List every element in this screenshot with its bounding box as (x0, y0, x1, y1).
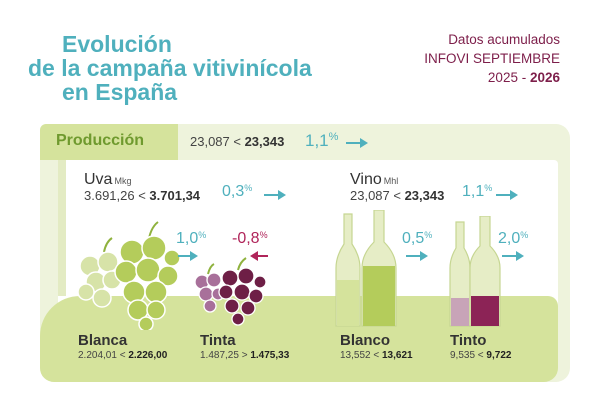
produccion-label-box (40, 124, 178, 160)
uva-curr: 3.701,34 (149, 188, 201, 203)
tinto-pct-sign: % (520, 230, 529, 240)
uva-values: 3.691,26 < 3.701,34 (84, 188, 200, 203)
arrow-right-icon (502, 251, 524, 261)
tinta-prev: 1.487,25 > (200, 350, 251, 361)
arrow-right-icon (178, 251, 198, 261)
uva-unit: Mkg (114, 176, 132, 186)
blanco-label: Blanco (340, 332, 391, 349)
title-line-1: Evolución (62, 31, 172, 57)
produccion-curr: 23,343 (244, 134, 285, 149)
arrow-right-icon (264, 190, 286, 200)
report-line-1: Datos acumulados (448, 32, 560, 47)
vino-pct-sign: % (484, 183, 493, 193)
tinto-values: 9,535 < 9,722 (450, 350, 511, 361)
uva-pct-sign: % (244, 183, 253, 193)
frame-pole (58, 160, 66, 296)
uva-label: Uva (84, 171, 113, 188)
arrow-right-icon (406, 251, 428, 261)
blanca-curr: 2.226,00 (128, 350, 168, 361)
tinta-pct-value: -0,8 (232, 230, 260, 247)
blanco-prev: 13,552 < (340, 350, 382, 361)
arrow-left-icon (250, 251, 268, 261)
tinto-label: Tinto (450, 332, 487, 349)
vino-curr: 23,343 (404, 188, 445, 203)
title-line-3: en España (62, 79, 178, 105)
blanca-label: Blanca (78, 332, 128, 349)
blanca-pct: 1,0% (176, 230, 206, 248)
tinta-values: 1.487,25 > 1.475,33 (200, 350, 289, 361)
white-grapes-icon (77, 221, 180, 330)
produccion-pct-sign: % (328, 131, 339, 143)
years-start: 2025 - (487, 70, 530, 85)
red-wine-bottles-icon (449, 216, 501, 327)
blanca-prev: 2.204,01 < (78, 350, 129, 361)
vino-pct: 1,1% (462, 183, 492, 201)
tinta-label: Tinta (200, 332, 236, 349)
produccion-prev: 23,087 < (190, 134, 245, 149)
years-end: 2026 (529, 70, 560, 85)
tinto-prev: 9,535 < (450, 350, 487, 361)
arrow-right-icon (346, 138, 368, 148)
title-line-2: de la campaña vitivinícola (28, 55, 312, 81)
vino-title: Vino Mhl (350, 171, 398, 189)
uva-pct-value: 0,3 (222, 183, 245, 200)
blanca-pct-value: 1,0 (176, 230, 199, 247)
blanco-pct-value: 0,5 (402, 230, 425, 247)
blanco-curr: 13,621 (381, 350, 413, 361)
arrow-right-icon (496, 190, 518, 200)
uva-pct: 0,3% (222, 183, 252, 201)
blanco-values: 13,552 < 13,621 (340, 350, 413, 361)
report-years: 2025 - 2026 (424, 68, 560, 87)
blanco-pct: 0,5% (402, 230, 432, 248)
red-grapes-icon (194, 257, 267, 326)
tinta-pct-sign: % (259, 230, 268, 240)
vino-label: Vino (350, 171, 382, 188)
produccion-pct-value: 1,1 (305, 131, 329, 150)
report-info: Datos acumulados INFOVI SEPTIEMBRE 2025 … (424, 30, 560, 87)
produccion-values: 23,087 < 23,343 (190, 134, 284, 149)
blanca-pct-sign: % (198, 230, 207, 240)
tinto-pct-value: 2,0 (498, 230, 521, 247)
page-title: Evolución de la campaña vitivinícola en … (28, 32, 368, 104)
tinto-curr: 9,722 (486, 350, 512, 361)
tinto-pct: 2,0% (498, 230, 528, 248)
vino-prev: 23,087 < (350, 188, 405, 203)
produccion-label: Producción (56, 132, 145, 149)
white-wine-bottles-icon (335, 210, 397, 327)
produccion-pct: 1,1% (305, 131, 338, 151)
vino-unit: Mhl (383, 176, 399, 186)
vino-values: 23,087 < 23,343 (350, 188, 444, 203)
uva-title: Uva Mkg (84, 171, 131, 189)
blanca-values: 2.204,01 < 2.226,00 (78, 350, 167, 361)
uva-prev: 3.691,26 < (84, 188, 150, 203)
tinta-pct: -0,8% (232, 230, 268, 248)
tinta-curr: 1.475,33 (250, 350, 290, 361)
vino-pct-value: 1,1 (462, 183, 485, 200)
blanco-pct-sign: % (424, 230, 433, 240)
report-line-2: INFOVI SEPTIEMBRE (424, 51, 560, 66)
